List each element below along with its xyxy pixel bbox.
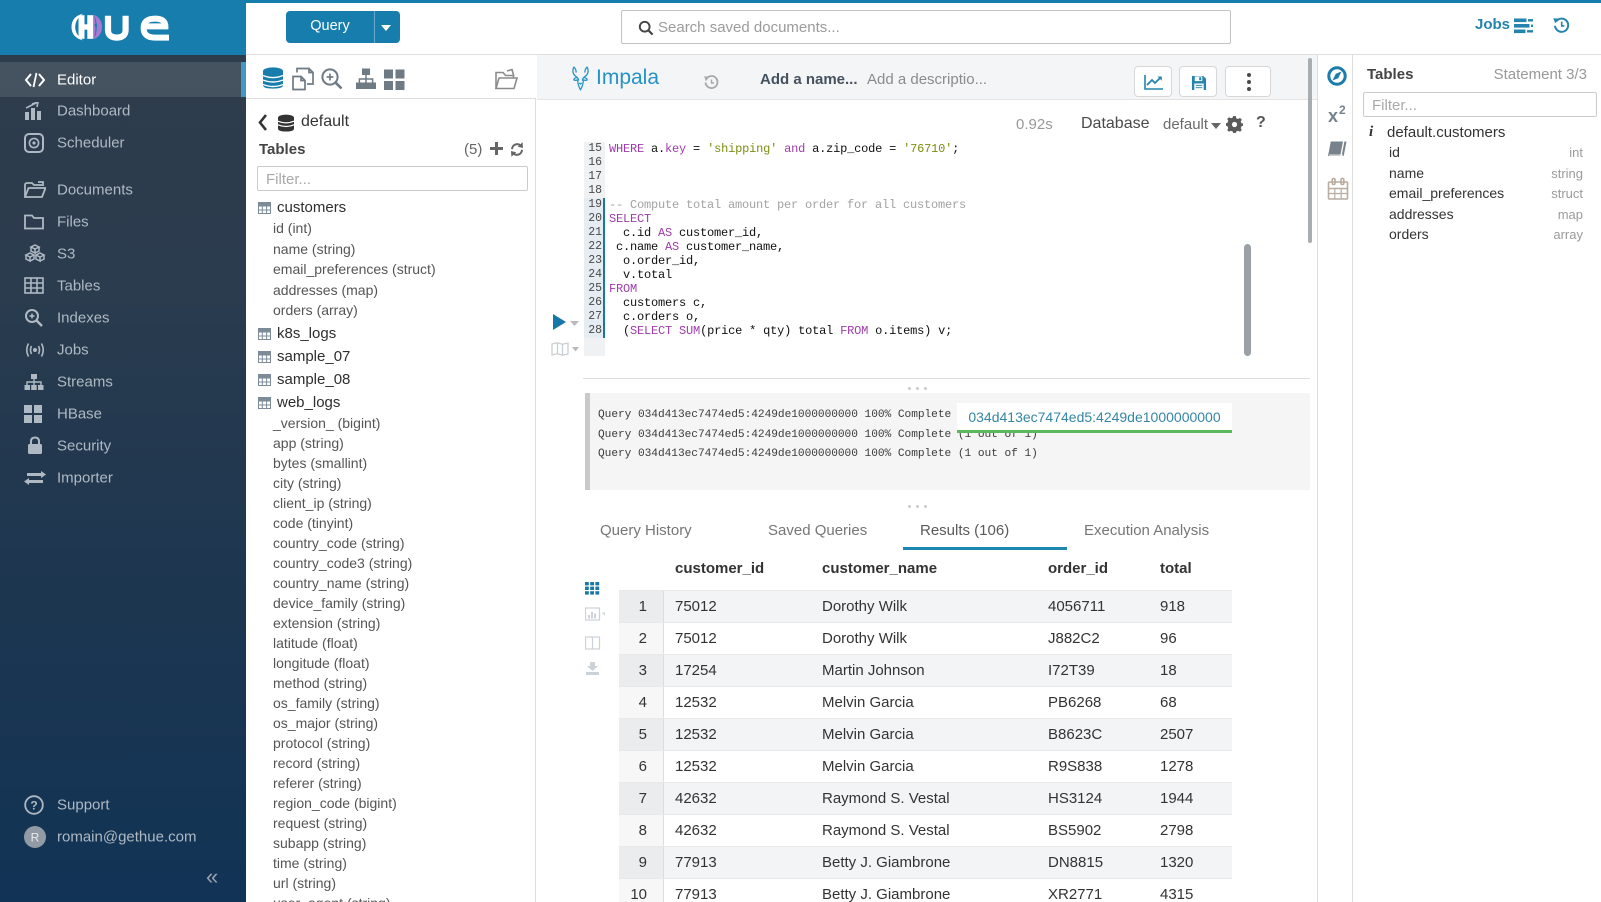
svg-text:2: 2 [1339,103,1346,117]
svg-text:R: R [31,831,40,845]
svg-text:?: ? [30,799,37,813]
svg-text:x: x [1328,106,1338,126]
